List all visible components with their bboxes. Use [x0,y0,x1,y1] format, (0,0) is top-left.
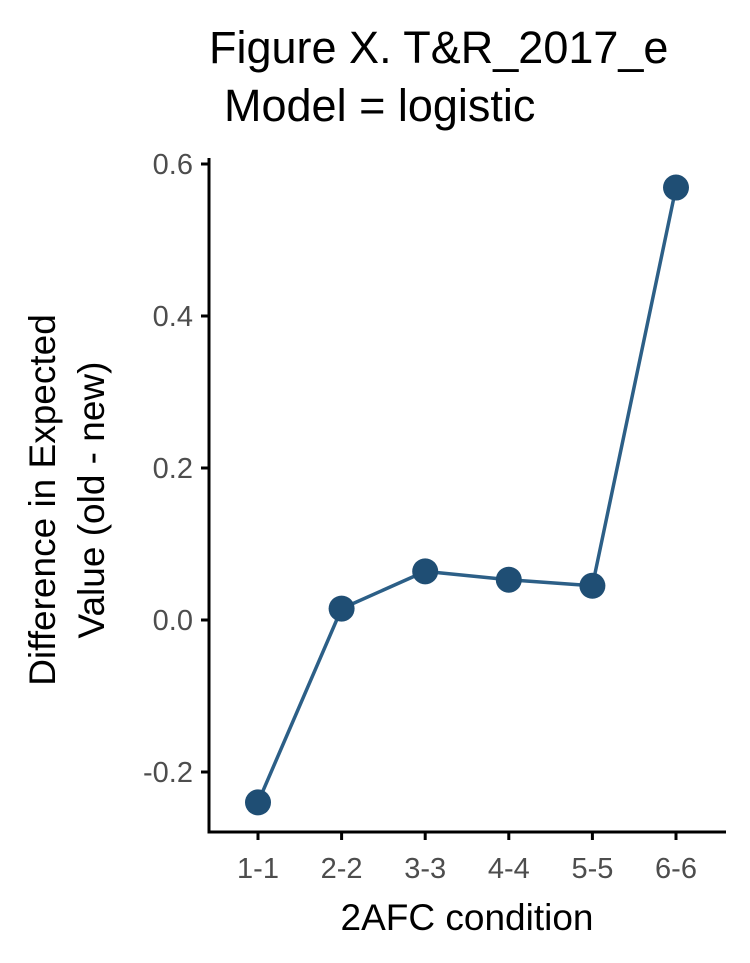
x-tick-label: 5-5 [571,853,613,885]
x-tick-label: 2-2 [321,853,363,885]
y-axis-title-line-1: Difference in Expected [22,314,63,686]
series-line [256,187,678,804]
data-point [245,789,271,816]
chart-title-line-1: Figure X. T&R_2017_e [209,22,668,73]
data-point [663,174,689,201]
y-tick-label: 0.2 [153,453,193,485]
series-points [245,174,689,816]
x-axis-ticks: 1-1 2-2 3-3 4-4 5-5 6-6 [237,832,697,885]
x-tick-label: 6-6 [655,853,697,885]
y-tick-label: 0.4 [153,301,193,333]
x-axis-title: 2AFC condition [341,897,594,938]
y-axis-title-line-2: Value (old - new) [71,362,112,639]
chart-title-line-2: Model = logistic [224,80,535,131]
y-axis-ticks: -0.2 0.0 0.2 0.4 0.6 [143,149,209,789]
data-point [412,558,439,585]
data-point [579,572,606,599]
x-tick-label: 3-3 [404,853,446,885]
data-point [328,595,355,622]
x-tick-label: 4-4 [488,853,530,885]
x-tick-label: 1-1 [237,853,279,885]
y-tick-label: 0.6 [153,149,193,181]
y-tick-label: -0.2 [143,757,193,789]
series-line-path [256,187,678,804]
data-point [495,566,522,593]
y-tick-label: 0.0 [153,605,193,637]
